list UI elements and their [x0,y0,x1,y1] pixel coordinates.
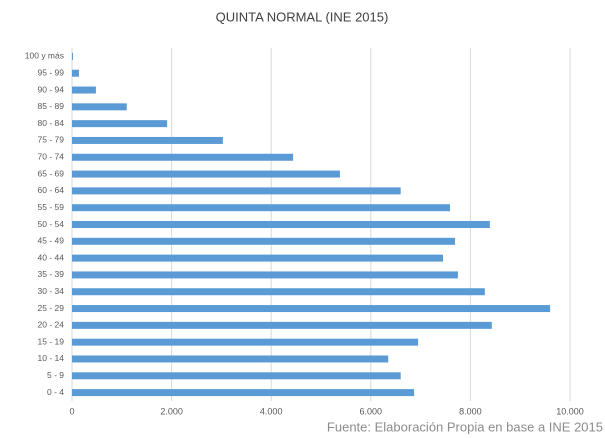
y-tick-label: 50 - 54 [38,219,65,229]
y-tick-label: 80 - 84 [38,118,65,128]
bar [72,237,455,245]
x-tick-label: 10.000 [556,406,584,416]
chart-title: QUINTA NORMAL (INE 2015) [216,9,389,24]
y-tick-label: 75 - 79 [38,135,65,145]
y-tick-label: 65 - 69 [38,168,65,178]
y-tick-label: 55 - 59 [38,202,65,212]
bar [72,355,389,363]
bar [72,170,340,178]
y-tick-label: 40 - 44 [38,252,65,262]
bar [72,204,450,212]
y-tick-label: 0 - 4 [47,387,64,397]
y-tick-label: 45 - 49 [38,236,65,246]
y-tick-label: 5 - 9 [47,370,64,380]
bar [72,288,485,296]
x-tick-label: 8.000 [459,406,482,416]
bar [72,221,490,228]
bar [72,338,419,346]
bar [72,372,401,380]
bar [72,69,79,77]
bar [72,120,168,128]
y-tick-label: 15 - 19 [38,336,65,346]
bar [72,52,73,60]
bar [72,321,492,329]
bar [72,271,458,279]
x-tick-label: 6.000 [360,406,383,416]
y-tick-label: 20 - 24 [38,320,65,330]
y-tick-label: 100 y más [25,51,64,61]
bar [72,136,223,144]
bar [72,103,127,111]
bar [72,86,96,94]
y-tick-label: 95 - 99 [38,67,65,77]
bar [72,389,415,397]
y-tick-label: 30 - 34 [38,286,65,296]
bar [72,187,401,195]
y-tick-label: 35 - 39 [38,269,65,279]
y-tick-label: 25 - 29 [38,303,65,313]
x-tick-label: 2.000 [160,406,183,416]
y-tick-label: 90 - 94 [38,84,65,94]
bar [72,153,294,161]
y-tick-label: 10 - 14 [38,353,65,363]
y-tick-label: 60 - 64 [38,185,65,195]
source-note: Fuente: Elaboración Propia en base a INE… [327,419,603,434]
y-tick-label: 85 - 89 [38,101,65,111]
bar [72,254,444,262]
bar [72,305,551,313]
x-tick-label: 4.000 [260,406,283,416]
y-tick-label: 70 - 74 [38,152,65,162]
x-tick-label: 0 [69,406,74,416]
